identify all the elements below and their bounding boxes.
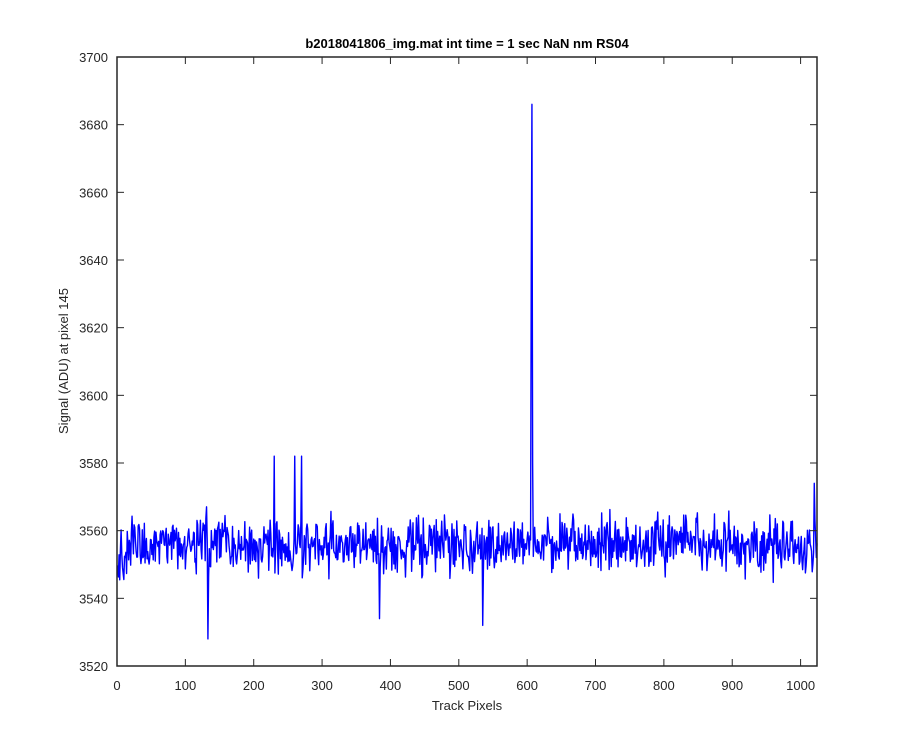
x-tick-label: 600 [516,678,538,693]
y-axis-label: Signal (ADU) at pixel 145 [56,288,71,434]
x-axis-label: Track Pixels [432,698,503,713]
y-tick-label: 3580 [79,456,108,471]
y-tick-label: 3600 [79,388,108,403]
chart-title: b2018041806_img.mat int time = 1 sec NaN… [305,36,629,51]
y-tick-label: 3680 [79,118,108,133]
x-tick-label: 500 [448,678,470,693]
axes-background [117,57,817,666]
axes-box [116,56,818,667]
x-tick-label: 100 [175,678,197,693]
series-layer [116,103,818,640]
ticks-layer: 0 100 200 300 400 500 600 700 800 900 1000 3520 3540… [79,50,817,693]
x-tick-label: 200 [243,678,265,693]
x-tick-label: 1000 [786,678,815,693]
y-tick-label: 3560 [79,524,108,539]
y-tick-label: 3520 [79,659,108,674]
x-tick-label: 700 [585,678,607,693]
y-tick-label: 3640 [79,253,108,268]
y-tick-label: 3540 [79,591,108,606]
signal-series-line [116,103,818,640]
y-tick-label: 3660 [79,185,108,200]
y-tick-label: 3700 [79,50,108,65]
y-tick-label: 3620 [79,321,108,336]
x-tick-label: 800 [653,678,675,693]
x-tick-label: 900 [721,678,743,693]
x-tick-label: 400 [380,678,402,693]
x-tick-label: 300 [311,678,333,693]
x-tick-label: 0 [113,678,120,693]
